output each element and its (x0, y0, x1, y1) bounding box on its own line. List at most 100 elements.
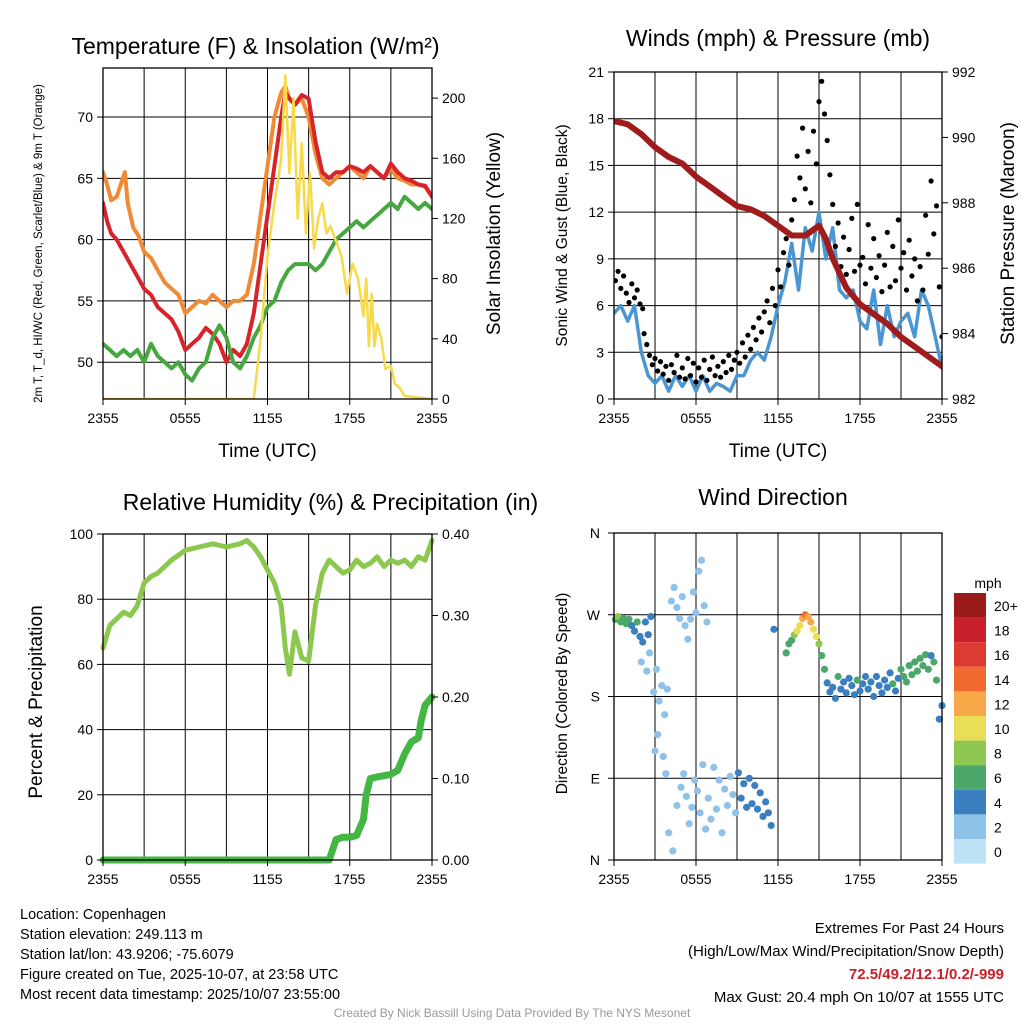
y2-tick-label: 984 (952, 326, 976, 342)
y-tick-label: 60 (77, 656, 93, 672)
legend-swatch (954, 593, 986, 618)
legend-swatch (954, 789, 986, 815)
gust-point (824, 137, 830, 144)
recent-text: Most recent data timestamp: 2025/10/07 2… (20, 987, 341, 1003)
direction-point (659, 752, 667, 761)
gust-point (789, 217, 795, 223)
gust-point (860, 254, 866, 260)
gust-point (614, 278, 618, 284)
gust-point (775, 267, 781, 273)
gust-point (873, 274, 880, 281)
extremes-values: 72.5/49.2/12.1/0.2/-999 (848, 966, 1004, 983)
series-relative-humidity (100, 538, 435, 677)
gust-point (631, 295, 638, 301)
gust-point (720, 359, 726, 365)
direction-point (678, 593, 686, 601)
gust-point (750, 324, 757, 330)
chart-title: Relative Humidity (%) & Precipitation (i… (123, 489, 538, 515)
y2-tick-label: 992 (952, 64, 976, 80)
direction-point (919, 662, 927, 670)
series-precipitation (99, 693, 436, 864)
gust-point (660, 371, 666, 377)
x-tick-label: 2355 (416, 871, 447, 887)
series-solar-insolation (103, 74, 432, 399)
direction-point (721, 785, 729, 793)
panel-winds: 2355 0555 1155 1755 2355 0 3 6 9 12 15 18 21 982 984 98… (554, 25, 1019, 462)
direction-point (748, 800, 756, 808)
gust-point (668, 362, 675, 368)
direction-point (753, 805, 762, 813)
direction-point (692, 609, 700, 617)
direction-point (867, 678, 875, 686)
direction-point (734, 769, 743, 777)
direction-point (927, 652, 935, 660)
gust-point (761, 309, 767, 315)
y2-tick-label: 160 (442, 150, 466, 166)
y2-tick-label: 982 (952, 391, 976, 407)
gust-point (879, 289, 885, 295)
direction-point (667, 597, 676, 605)
gust-point (909, 273, 915, 279)
direction-point (740, 780, 748, 788)
y2-tick-label: 0.00 (442, 852, 469, 868)
x-tick-label: 2355 (926, 410, 957, 426)
gust-point (690, 360, 696, 366)
direction-point (663, 685, 671, 693)
gust-point (827, 172, 833, 178)
series-group (103, 74, 432, 399)
x-tick-label: 1755 (844, 871, 875, 887)
gust-point (712, 373, 718, 379)
gust-point (925, 251, 931, 257)
gust-point (737, 360, 743, 366)
direction-point (684, 635, 692, 643)
y2-tick-label: 0.30 (442, 608, 469, 624)
gust-point (615, 268, 621, 274)
gust-point (876, 253, 882, 259)
direction-point (703, 618, 711, 626)
y-tick-label: N (590, 525, 600, 541)
direction-point (661, 711, 669, 719)
series-sonic-wind (614, 210, 942, 393)
direction-point (712, 805, 721, 813)
x-tick-label: 2355 (87, 871, 118, 887)
gust-point (862, 281, 869, 287)
legend-label: 8 (994, 746, 1002, 762)
direction-point (850, 691, 859, 699)
direction-point (650, 688, 658, 696)
direction-point (743, 803, 751, 811)
gust-point (671, 369, 677, 376)
panel-humidity: 2355 0555 1155 1755 2355 0 20 40 60 80 100 0.00 0.10… (26, 489, 538, 887)
direction-point (655, 697, 663, 705)
direction-point (700, 602, 708, 610)
panel-temperature: 2355 0555 1155 1755 2355 50 55 60 65 70 0 40 80 120 16… (33, 33, 505, 462)
gust-point (655, 368, 661, 374)
y2-tick-label: 80 (442, 271, 458, 287)
gust-point (677, 374, 683, 380)
direction-point (625, 615, 633, 623)
gust-point (718, 374, 724, 380)
x-tick-label: 1755 (844, 410, 875, 426)
direction-point (842, 689, 850, 697)
y2-tick-label: 0.10 (442, 771, 469, 787)
gust-point (871, 236, 877, 242)
x-tick-label: 2355 (416, 410, 447, 426)
gust-point (868, 265, 874, 271)
y-tick-label: 18 (588, 111, 604, 127)
gust-point (764, 298, 770, 304)
series-dewpoint (103, 194, 432, 383)
gust-point (701, 357, 707, 363)
direction-point (688, 803, 696, 811)
direction-point (831, 694, 840, 702)
direction-point (633, 618, 641, 626)
direction-point (782, 649, 790, 657)
location-text: Location: Copenhagen (20, 907, 166, 923)
x-tick-label: 2355 (598, 410, 629, 426)
direction-point (662, 770, 670, 778)
direction-point (935, 715, 943, 723)
legend-label: 4 (994, 795, 1002, 811)
latlon-text: Station lat/lon: 43.9206; -75.6079 (20, 947, 234, 963)
legend-title: mph (974, 575, 1001, 591)
points-group (611, 556, 946, 855)
direction-point (691, 776, 699, 784)
direction-point (829, 683, 837, 692)
